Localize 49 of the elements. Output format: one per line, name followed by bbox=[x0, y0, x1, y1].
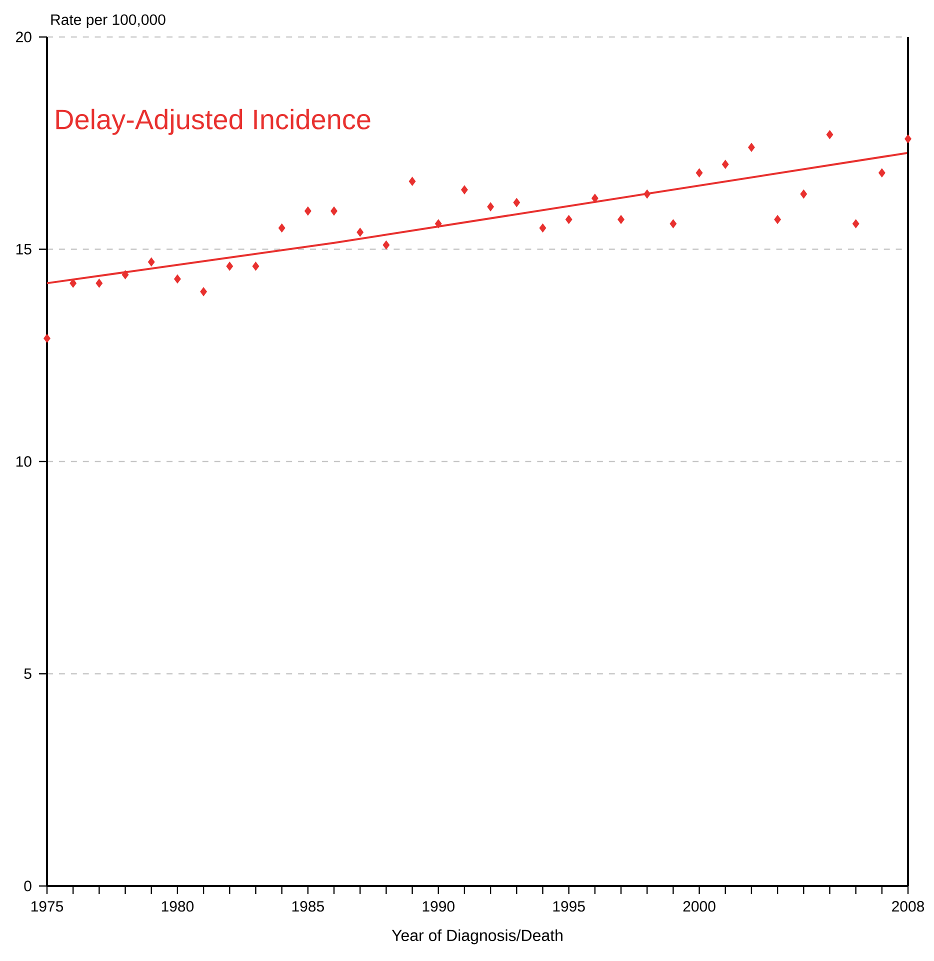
point bbox=[539, 224, 546, 232]
point bbox=[304, 206, 312, 216]
point bbox=[44, 334, 50, 343]
x-tick-label: 1980 bbox=[162, 901, 194, 912]
point bbox=[461, 185, 468, 194]
x-axis-title: Year of Diagnosis/Death bbox=[392, 929, 562, 944]
point bbox=[356, 228, 364, 237]
point bbox=[252, 262, 260, 271]
point bbox=[800, 190, 808, 198]
point bbox=[826, 130, 834, 140]
point bbox=[904, 134, 912, 144]
point bbox=[278, 224, 286, 232]
x-tick-label: 2000 bbox=[683, 901, 716, 912]
point bbox=[878, 168, 886, 178]
point bbox=[670, 219, 677, 228]
point bbox=[644, 190, 650, 198]
text: Delay-Adjusted Incidence bbox=[56, 108, 370, 135]
point bbox=[122, 270, 129, 280]
x-tick-label: 1975 bbox=[31, 901, 64, 912]
x-tick-label: 1995 bbox=[553, 901, 585, 912]
point bbox=[408, 176, 416, 186]
y-axis-title: Rate per 100,000 bbox=[51, 14, 166, 28]
point bbox=[434, 219, 442, 228]
point bbox=[382, 240, 390, 250]
point bbox=[696, 168, 703, 178]
point bbox=[200, 287, 207, 296]
y-tick-label: 15 bbox=[16, 244, 32, 254]
point bbox=[565, 215, 572, 224]
x-tick-label: 1990 bbox=[422, 901, 454, 912]
y-tick-label: 10 bbox=[16, 456, 32, 467]
point bbox=[226, 262, 234, 271]
point bbox=[96, 278, 103, 288]
point bbox=[592, 194, 598, 203]
point bbox=[330, 206, 338, 216]
point bbox=[174, 274, 181, 284]
point bbox=[487, 202, 494, 212]
x-tick-label: 1985 bbox=[292, 901, 324, 912]
y-tick-label: 0 bbox=[24, 880, 32, 892]
point bbox=[748, 142, 755, 152]
y-tick-label: 20 bbox=[16, 32, 32, 42]
y-tick-label: 5 bbox=[24, 668, 32, 679]
point bbox=[774, 215, 781, 224]
point bbox=[148, 258, 155, 266]
point bbox=[618, 215, 624, 224]
point bbox=[722, 160, 729, 169]
x-tick-label: 2008 bbox=[892, 901, 924, 912]
point bbox=[70, 278, 76, 288]
point bbox=[852, 219, 860, 228]
point bbox=[513, 198, 520, 207]
